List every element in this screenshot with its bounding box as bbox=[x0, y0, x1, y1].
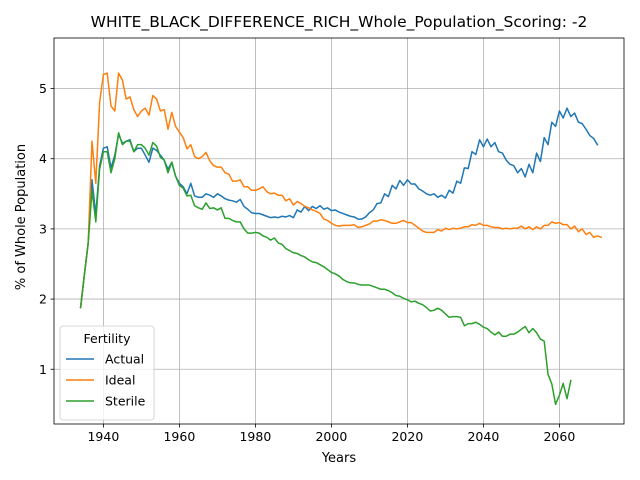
legend: Fertility Actual Ideal Sterile bbox=[60, 326, 154, 420]
series-line-ideal bbox=[81, 73, 602, 307]
series-layer bbox=[81, 73, 602, 404]
x-tick-label: 1980 bbox=[239, 429, 271, 444]
y-tick-label: 1 bbox=[39, 362, 47, 377]
y-axis-label: % of Whole Population bbox=[14, 144, 29, 290]
x-axis-label: Years bbox=[321, 451, 357, 466]
y-tick-label: 2 bbox=[39, 292, 47, 307]
chart-title: WHITE_BLACK_DIFFERENCE_RICH_Whole_Popula… bbox=[91, 13, 588, 32]
x-tick-label: 2040 bbox=[467, 429, 499, 444]
legend-label-actual: Actual bbox=[105, 352, 144, 367]
x-axis-ticks: 1940 1960 1980 2000 2020 2040 2060 bbox=[87, 424, 575, 444]
x-tick-label: 1960 bbox=[163, 429, 195, 444]
y-tick-label: 4 bbox=[39, 151, 47, 166]
y-axis-ticks: 1 2 3 4 5 bbox=[39, 81, 54, 377]
series-line-actual bbox=[81, 108, 598, 307]
y-tick-label: 3 bbox=[39, 221, 47, 236]
x-tick-label: 2060 bbox=[543, 429, 575, 444]
x-tick-label: 2000 bbox=[315, 429, 347, 444]
legend-label-ideal: Ideal bbox=[105, 373, 135, 388]
x-tick-label: 1940 bbox=[87, 429, 119, 444]
y-tick-label: 5 bbox=[39, 81, 47, 96]
legend-label-sterile: Sterile bbox=[105, 394, 146, 409]
x-tick-label: 2020 bbox=[391, 429, 423, 444]
legend-title: Fertility bbox=[84, 331, 132, 346]
